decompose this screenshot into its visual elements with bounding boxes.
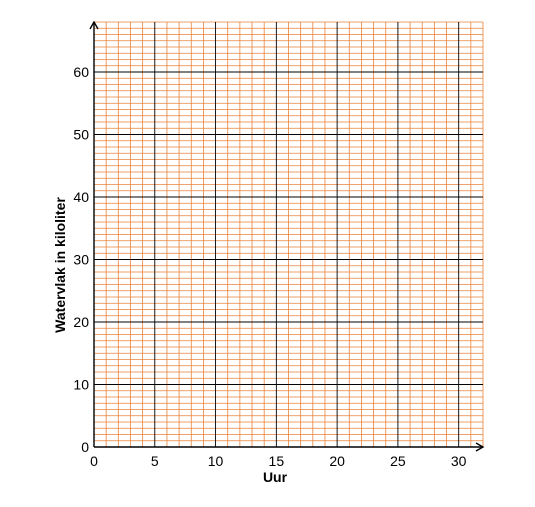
axes bbox=[89, 20, 485, 452]
x-tick-label: 30 bbox=[451, 453, 467, 469]
y-tick-label: 0 bbox=[81, 439, 89, 455]
major-grid bbox=[94, 22, 483, 447]
minor-grid bbox=[94, 21, 484, 447]
x-tick-label: 10 bbox=[208, 453, 224, 469]
y-tick-labels: 0 10 20 30 40 50 60 bbox=[73, 64, 89, 455]
y-tick-label: 60 bbox=[73, 64, 89, 80]
y-tick-label: 20 bbox=[73, 314, 89, 330]
x-tick-label: 25 bbox=[390, 453, 406, 469]
x-tick-label: 5 bbox=[151, 453, 159, 469]
x-tick-label: 0 bbox=[90, 453, 98, 469]
y-tick-label: 10 bbox=[73, 377, 89, 393]
x-tick-labels: 0 5 10 15 20 25 30 bbox=[90, 453, 467, 469]
x-tick-label: 15 bbox=[269, 453, 285, 469]
y-axis-title: Watervlak in kiloliter bbox=[52, 197, 68, 333]
y-tick-label: 40 bbox=[73, 189, 89, 205]
x-axis-arrow-icon bbox=[475, 442, 485, 452]
y-tick-label: 50 bbox=[73, 127, 89, 143]
y-tick-label: 30 bbox=[73, 252, 89, 268]
y-axis-arrow-icon bbox=[89, 20, 99, 30]
x-tick-label: 20 bbox=[329, 453, 345, 469]
x-axis-title: Uur bbox=[263, 469, 288, 485]
